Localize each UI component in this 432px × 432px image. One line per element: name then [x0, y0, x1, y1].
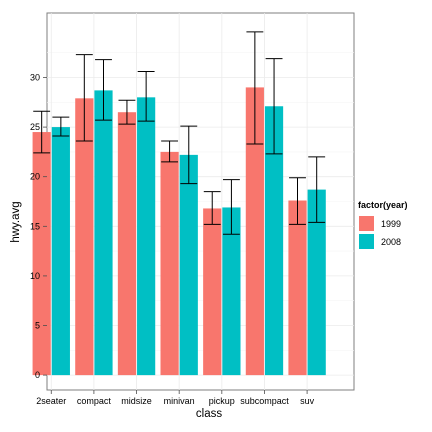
x-tick-label: 2seater	[36, 396, 66, 406]
legend: factor(year) 1999 2008	[357, 200, 408, 251]
y-tick-label: 20	[30, 172, 40, 182]
error-bar	[246, 31, 264, 145]
x-axis-title: class	[196, 408, 222, 420]
error-bar	[52, 116, 70, 137]
bars	[32, 87, 326, 376]
bar-2008-compact	[94, 90, 113, 376]
bar-1999-subcompact	[245, 87, 264, 376]
bar-2008-subcompact	[264, 106, 284, 376]
y-tick-label: 30	[30, 72, 40, 82]
y-tick-label: 15	[30, 221, 40, 231]
error-bar	[137, 71, 155, 122]
error-bar	[118, 99, 136, 125]
y-tick-label: 25	[30, 122, 40, 132]
error-bars	[33, 31, 326, 235]
legend-swatch-1999	[359, 216, 374, 231]
x-tick-label: suv	[300, 396, 315, 406]
bar-2008-pickup	[222, 207, 241, 376]
bar-2008-midsize	[137, 97, 156, 376]
error-bar	[95, 59, 112, 121]
error-bar	[308, 156, 326, 223]
error-bar	[33, 110, 51, 154]
x-tick-label: subcompact	[240, 396, 289, 406]
bar-2008-minivan	[179, 154, 198, 376]
error-bar	[222, 179, 240, 235]
bar-1999-suv	[288, 200, 307, 376]
error-bar	[180, 125, 198, 185]
y-axis-title: hwy.avg	[10, 201, 22, 242]
legend-swatch-2008	[359, 234, 374, 249]
legend-label-1999: 1999	[381, 219, 401, 229]
y-tick-label: 0	[35, 370, 40, 380]
bar-2008-2seater	[51, 127, 70, 376]
error-bar	[265, 58, 283, 155]
y-tick-label: 10	[30, 271, 40, 281]
bar-2008-suv	[307, 189, 326, 376]
error-bar	[289, 177, 306, 225]
x-tick-label: compact	[77, 396, 112, 406]
x-tick-label: midsize	[121, 396, 152, 406]
bar-1999-minivan	[160, 151, 179, 376]
error-bar	[203, 191, 221, 225]
x-axis: 2seater compact midsize minivan pickup subcom…	[36, 390, 315, 406]
bar-1999-compact	[75, 98, 94, 376]
y-axis: 0 5 10 15 20 25 30	[30, 72, 47, 380]
bar-1999-pickup	[203, 208, 222, 376]
legend-label-2008: 2008	[381, 237, 401, 247]
bar-1999-midsize	[117, 112, 137, 376]
y-tick-label: 5	[35, 321, 40, 331]
x-tick-label: minivan	[164, 396, 195, 406]
error-bar	[161, 140, 179, 163]
bar-1999-2seater	[32, 132, 51, 376]
error-bar	[75, 54, 93, 142]
legend-title: factor(year)	[358, 200, 408, 210]
x-tick-label: pickup	[209, 396, 235, 406]
